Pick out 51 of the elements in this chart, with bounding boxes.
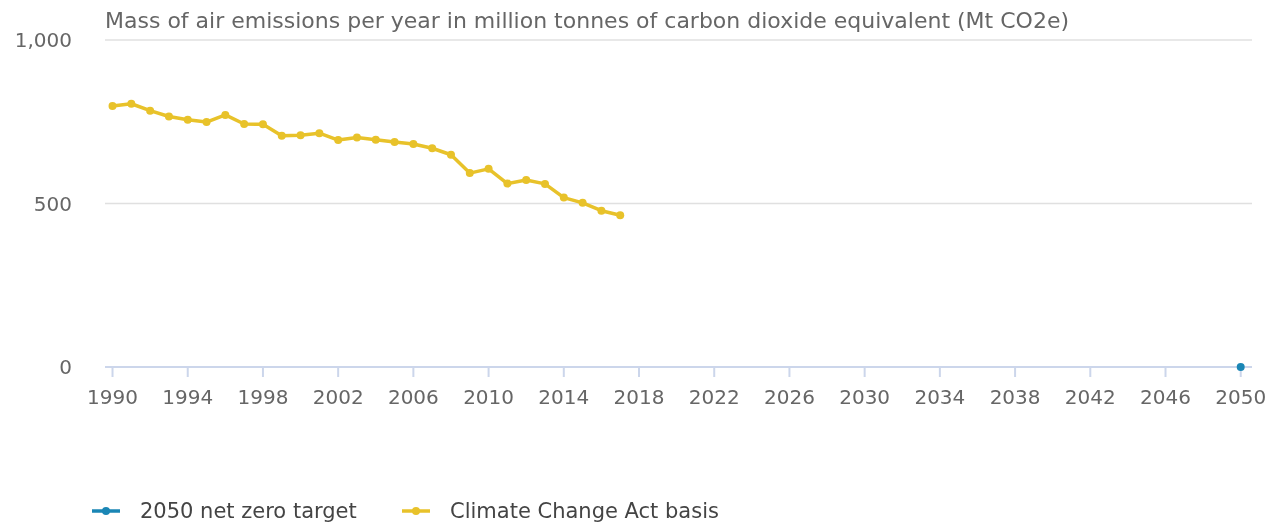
x-tick-label: 2018 <box>613 385 665 409</box>
x-tick-label: 2026 <box>763 385 815 409</box>
x-tick-label: 2038 <box>989 385 1041 409</box>
x-tick-label: 1998 <box>237 385 289 409</box>
point <box>484 164 493 173</box>
point <box>352 133 361 142</box>
point <box>409 139 418 148</box>
point <box>371 135 380 144</box>
point <box>240 120 249 129</box>
x-tick-label: 2030 <box>839 385 891 409</box>
point <box>315 129 324 138</box>
point <box>334 136 343 145</box>
point <box>1236 363 1245 371</box>
y-tick-label: 1,000 <box>14 28 72 52</box>
point <box>202 118 211 127</box>
point <box>578 198 587 207</box>
x-tick-label: 2002 <box>312 385 364 409</box>
point <box>127 99 136 108</box>
point <box>559 193 568 202</box>
point <box>522 175 531 184</box>
x-tick-label: 2034 <box>914 385 966 409</box>
point <box>541 179 549 188</box>
x-tick-label: 2050 <box>1215 385 1267 409</box>
x-tick-label: 1990 <box>87 385 138 409</box>
x-tick-label: 2014 <box>538 385 590 409</box>
point <box>277 131 286 140</box>
point <box>164 112 173 121</box>
point <box>616 211 625 220</box>
point <box>390 138 399 147</box>
point <box>503 179 512 188</box>
point <box>108 102 117 111</box>
y-tick-label: 500 <box>33 191 72 216</box>
x-tick-label: 2042 <box>1064 385 1116 409</box>
x-tick-label: 2022 <box>688 385 740 409</box>
legend-label: 2050 net zero target <box>140 499 357 523</box>
point <box>258 120 267 129</box>
point <box>446 150 455 159</box>
x-tick-label: 2006 <box>387 385 439 409</box>
point <box>221 110 230 119</box>
x-tick-label: 1994 <box>162 385 214 409</box>
point <box>428 144 437 153</box>
legend-label: Climate Change Act basis <box>450 499 719 523</box>
x-tick-label: 2010 <box>463 385 515 409</box>
point <box>296 131 305 140</box>
x-tick-label: 2046 <box>1140 385 1191 409</box>
y-tick-label: 0 <box>59 355 72 379</box>
point <box>597 206 606 215</box>
chart-title: Mass of air emissions per year in million tonnes of carbon dioxide equivalent (Mt CO2e) <box>105 8 1069 33</box>
point <box>183 115 192 124</box>
point <box>146 106 155 115</box>
point <box>465 169 474 178</box>
